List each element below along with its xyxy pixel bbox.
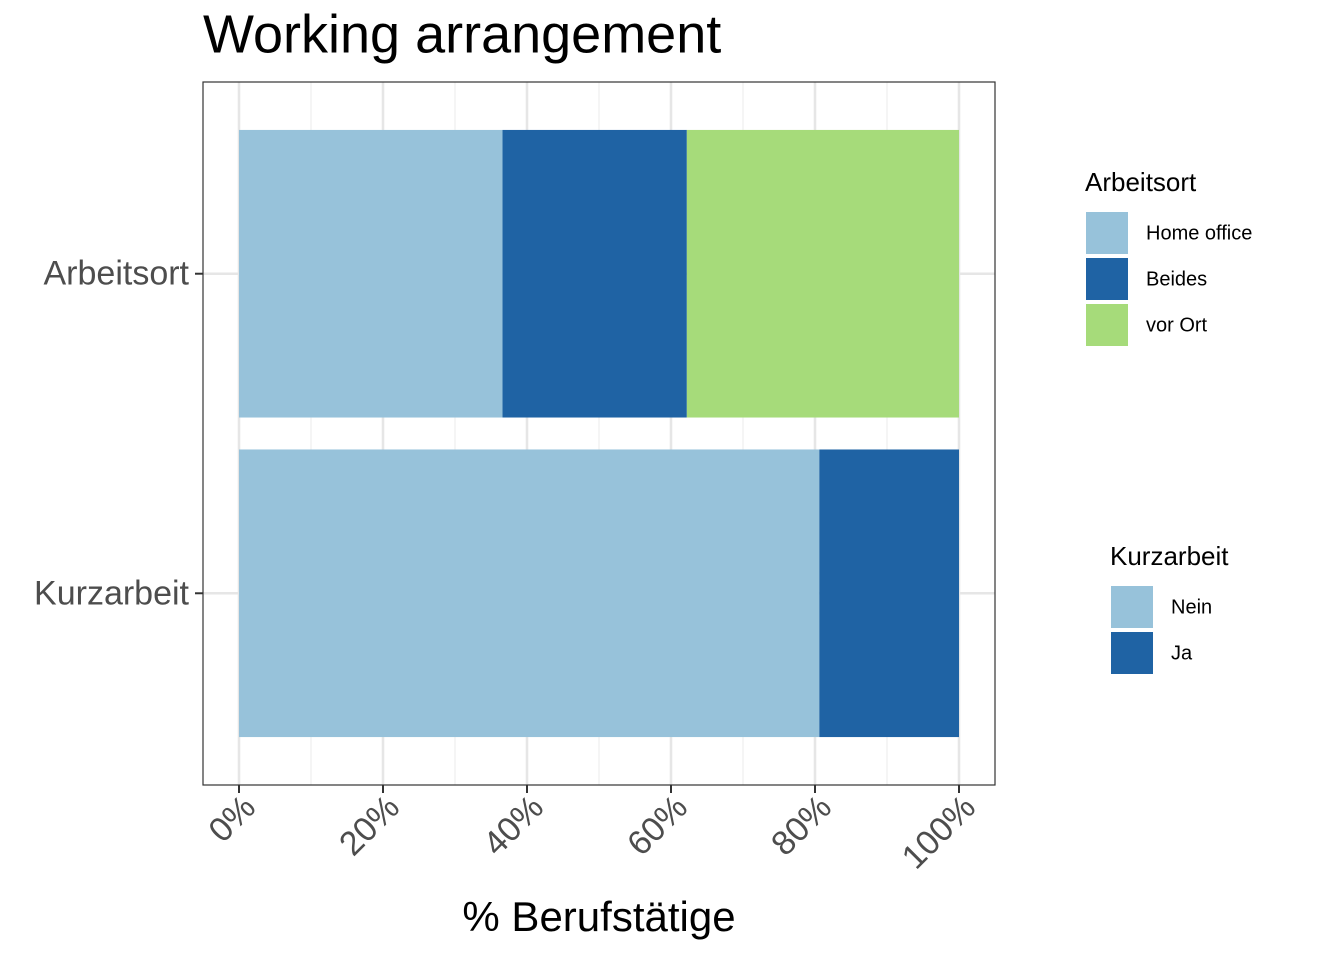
legend-key <box>1109 630 1155 676</box>
legend-key <box>1084 256 1130 302</box>
x-axis-title: % Berufstätige <box>462 893 735 940</box>
bar <box>819 449 959 738</box>
bar <box>239 449 820 738</box>
legend-label: vor Ort <box>1146 314 1208 336</box>
y-tick-label: Arbeitsort <box>44 255 190 293</box>
legend-label: Nein <box>1171 596 1212 618</box>
chart-title: Working arrangement <box>203 4 721 64</box>
legend-title: Arbeitsort <box>1085 167 1197 197</box>
x-tick-label: 80% <box>764 788 839 863</box>
y-tick-label: Kurzarbeit <box>34 574 190 612</box>
x-tick-label: 60% <box>620 788 695 863</box>
legend-label: Beides <box>1146 268 1207 290</box>
legend-title: Kurzarbeit <box>1110 541 1229 571</box>
legend-key <box>1084 302 1130 348</box>
x-tick-label: 40% <box>476 788 551 863</box>
legend-label: Home office <box>1146 222 1252 244</box>
bar <box>686 129 959 418</box>
x-tick-label: 0% <box>201 788 263 850</box>
plot-border <box>202 81 996 786</box>
x-tick-label: 100% <box>895 788 983 876</box>
x-tick-label: 20% <box>332 788 407 863</box>
bar <box>502 129 687 418</box>
legend-key <box>1084 210 1130 256</box>
bar <box>239 129 503 418</box>
legend-key <box>1109 584 1155 630</box>
legend-label: Ja <box>1171 642 1193 664</box>
